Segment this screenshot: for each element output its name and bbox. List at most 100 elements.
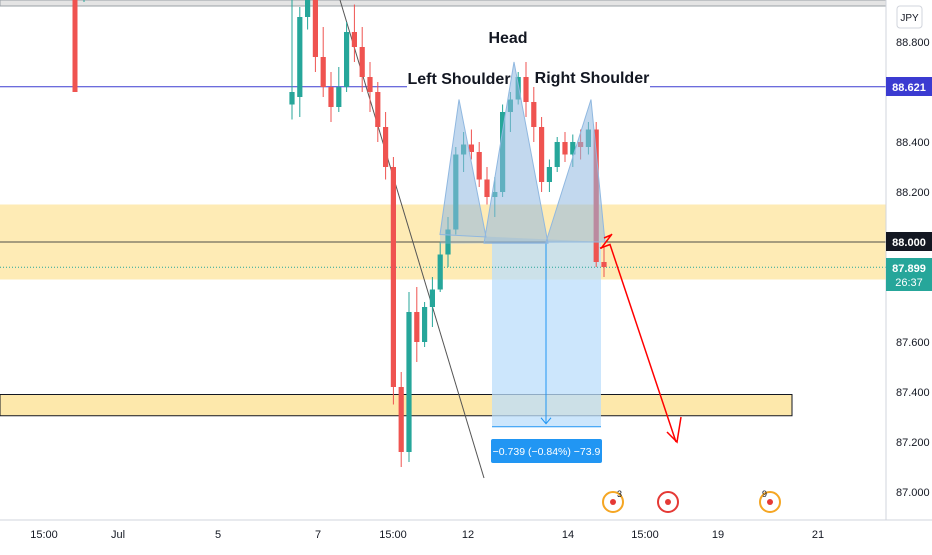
candle[interactable] xyxy=(359,27,365,92)
candle[interactable] xyxy=(414,287,420,362)
candle[interactable] xyxy=(312,0,318,72)
pattern-triangle xyxy=(483,61,549,244)
x-tick-label: 7 xyxy=(315,529,321,541)
candle-body xyxy=(398,387,404,452)
annotations-layer: Head Left Shoulder Right Shoulder −0.739… xyxy=(407,30,649,463)
last-price-badge xyxy=(886,258,932,291)
projection-arrow-head-icon xyxy=(666,416,682,444)
candle[interactable] xyxy=(476,142,482,187)
candle-body xyxy=(484,179,490,197)
candle-body xyxy=(429,289,435,307)
x-tick-label: 15:00 xyxy=(30,529,58,541)
y-tick-label: 87.600 xyxy=(896,337,930,349)
right-shoulder-label: Right Shoulder xyxy=(535,70,650,87)
projection-arrow xyxy=(599,243,677,443)
candle-body xyxy=(406,312,412,452)
neckline-band xyxy=(440,234,605,244)
x-tick-label: 19 xyxy=(712,529,724,541)
candle[interactable] xyxy=(328,72,334,122)
x-tick-label: 12 xyxy=(462,529,474,541)
y-tick-label: 87.400 xyxy=(896,387,930,399)
left-shoulder-label: Left Shoulder xyxy=(407,71,510,88)
measure-box xyxy=(491,439,602,463)
candle[interactable] xyxy=(297,7,303,117)
countdown-label: 26:37 xyxy=(895,277,923,289)
candle[interactable] xyxy=(351,4,357,63)
candle-body xyxy=(554,142,560,167)
candle-body xyxy=(437,254,443,290)
candle-body xyxy=(546,167,552,182)
x-tick-label: 21 xyxy=(812,529,824,541)
x-tick-label: 5 xyxy=(215,529,221,541)
candle-body xyxy=(390,167,396,387)
currency-badge[interactable] xyxy=(896,5,923,29)
y-tick-label: 88.400 xyxy=(896,137,930,149)
candle[interactable] xyxy=(523,62,529,117)
x-tick-label: 15:00 xyxy=(379,529,407,541)
x-tick-label: 14 xyxy=(562,529,574,541)
candle-body xyxy=(562,142,568,155)
candle-body xyxy=(539,127,545,182)
candle[interactable] xyxy=(546,159,552,193)
candle[interactable] xyxy=(367,62,373,112)
candle-body xyxy=(531,102,537,127)
candle[interactable] xyxy=(390,157,396,405)
candle-body xyxy=(312,0,318,57)
event-count-1: 3 xyxy=(617,489,622,499)
candle-body xyxy=(523,77,529,102)
candle-body xyxy=(383,127,389,167)
candle-body xyxy=(336,87,342,107)
currency-label: JPY xyxy=(900,13,919,24)
candle[interactable] xyxy=(531,87,537,142)
candle-body xyxy=(422,307,428,342)
candle-body xyxy=(289,92,295,105)
candle-body xyxy=(359,47,365,77)
candle[interactable] xyxy=(406,292,412,462)
candle[interactable] xyxy=(375,82,381,142)
candle[interactable] xyxy=(305,0,311,30)
descending-trendline xyxy=(339,0,485,479)
y-tick-label: 88.200 xyxy=(896,187,930,199)
measure-arrow-head-icon xyxy=(540,417,552,425)
candle[interactable] xyxy=(562,132,568,162)
neckline-price-label: 88.621 xyxy=(892,82,926,94)
candle[interactable] xyxy=(601,247,607,277)
candle-body xyxy=(570,142,576,155)
candle[interactable] xyxy=(437,242,443,292)
candle[interactable] xyxy=(398,372,404,467)
event-count-3: 9 xyxy=(762,489,767,499)
candle[interactable] xyxy=(320,27,326,97)
candle[interactable] xyxy=(468,129,474,160)
measure-label: −0.739 (−0.84%) −73.9 xyxy=(493,446,601,458)
candle[interactable] xyxy=(383,112,389,180)
crosshair-price-badge xyxy=(886,232,932,251)
candle[interactable] xyxy=(422,302,428,347)
head-label: Head xyxy=(488,30,527,47)
event-dot-icon xyxy=(665,499,671,505)
event-dot-icon xyxy=(610,499,616,505)
top-band xyxy=(0,0,887,7)
candle-body xyxy=(344,32,350,87)
neckline-price-badge xyxy=(886,77,932,96)
candle-body xyxy=(320,57,326,87)
candle-body xyxy=(305,0,311,17)
candle-body xyxy=(328,87,334,107)
candle[interactable] xyxy=(539,117,545,192)
candle[interactable] xyxy=(554,137,560,172)
candle[interactable] xyxy=(289,0,295,120)
candle[interactable] xyxy=(429,277,435,327)
candle-body xyxy=(72,0,78,92)
price-labels-layer: 88.621 88.000 87.899 26:37 xyxy=(886,77,932,291)
candle-body xyxy=(601,262,607,267)
candle-body xyxy=(351,32,357,47)
candle-body xyxy=(297,17,303,97)
candle-body xyxy=(445,229,451,255)
projection-arrow-head-icon xyxy=(600,233,613,249)
candle[interactable] xyxy=(344,22,350,92)
candle[interactable] xyxy=(484,167,490,205)
candle[interactable] xyxy=(336,67,342,112)
y-tick-label: 88.800 xyxy=(896,37,930,49)
pattern-triangle xyxy=(545,99,606,243)
